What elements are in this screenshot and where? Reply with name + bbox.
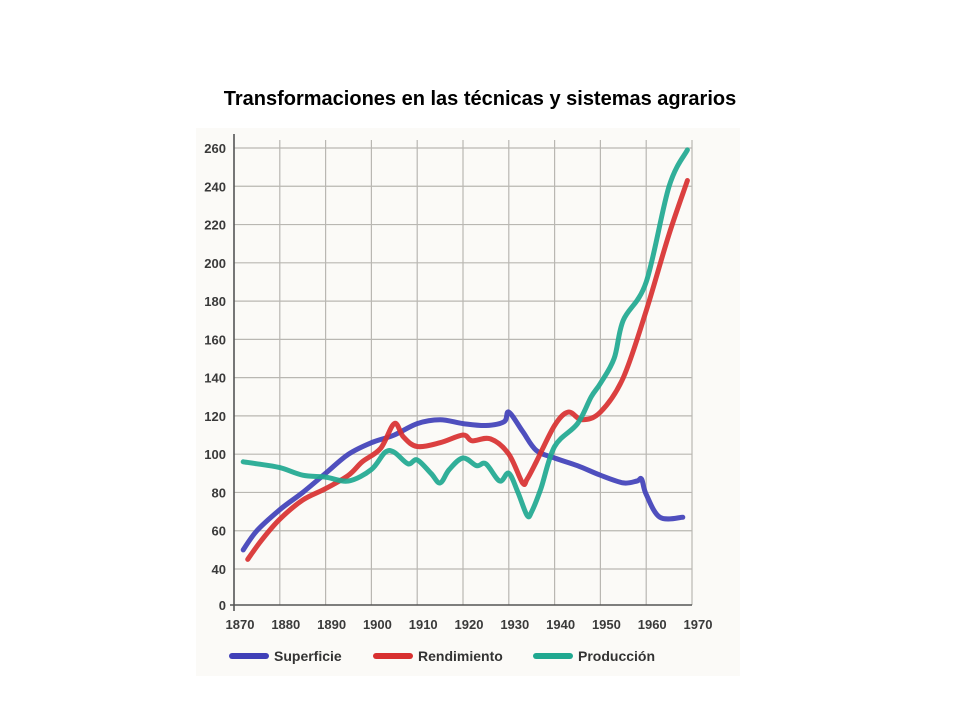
x-tick-label: 1870 — [226, 617, 255, 632]
x-tick-label: 1930 — [500, 617, 529, 632]
axes — [230, 134, 692, 611]
x-axis-ticks: 1870 1880 1890 1900 1910 1920 1930 1940 1950 1960… — [226, 617, 713, 632]
y-tick-label: 60 — [212, 524, 226, 539]
x-tick-label: 1880 — [271, 617, 300, 632]
x-tick-label: 1970 — [684, 617, 713, 632]
x-tick-label: 1890 — [317, 617, 346, 632]
series-line-produccion — [240, 147, 690, 520]
y-tick-label: 0 — [219, 598, 226, 613]
y-axis-ticks: 0 40 60 80 100 120 140 160 180 200 220 240 260 — [204, 141, 226, 613]
legend-label-rendimiento: Rendimiento — [418, 648, 503, 664]
y-tick-label: 160 — [204, 332, 226, 347]
y-tick-label: 120 — [204, 409, 226, 424]
y-tick-label: 260 — [204, 141, 226, 156]
x-tick-label: 1950 — [592, 617, 621, 632]
legend-label-superficie: Superficie — [274, 648, 342, 664]
page-title: Transformaciones en las técnicas y siste… — [223, 88, 737, 110]
y-tick-label: 180 — [204, 294, 226, 309]
x-tick-label: 1910 — [409, 617, 438, 632]
y-tick-label: 40 — [212, 562, 226, 577]
legend: Superficie Rendimiento Producción — [229, 648, 655, 664]
chart-area: 0 40 60 80 100 120 140 160 180 200 220 240 260 1870 1… — [196, 128, 740, 676]
series-line-rendimiento — [245, 178, 690, 562]
series — [240, 147, 690, 562]
y-tick-label: 240 — [204, 179, 226, 194]
legend-label-produccion: Producción — [578, 648, 655, 664]
y-tick-label: 200 — [204, 256, 226, 271]
y-tick-label: 140 — [204, 371, 226, 386]
x-tick-label: 1920 — [455, 617, 484, 632]
grid — [234, 140, 693, 605]
y-tick-label: 80 — [212, 485, 226, 500]
y-tick-label: 220 — [204, 218, 226, 233]
x-tick-label: 1960 — [638, 617, 667, 632]
x-tick-label: 1940 — [546, 617, 575, 632]
y-tick-label: 100 — [204, 447, 226, 462]
series-line-superficie — [240, 409, 686, 553]
x-tick-label: 1900 — [363, 617, 392, 632]
